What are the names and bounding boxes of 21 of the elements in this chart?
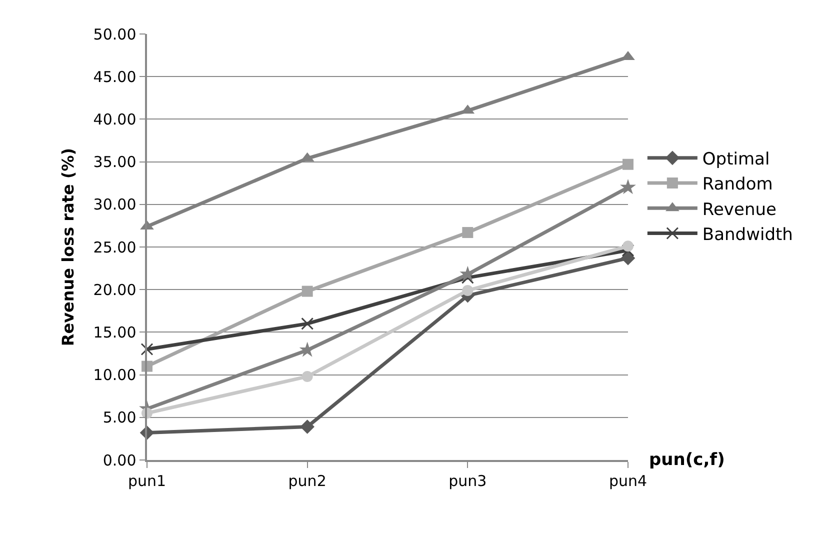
y-tick-label: 50.00 xyxy=(93,25,136,44)
y-tick-label: 25.00 xyxy=(93,238,136,256)
x-tick-label: pun4 xyxy=(608,472,648,490)
y-tick-label: 10.00 xyxy=(93,366,136,384)
x-tick-label: pun3 xyxy=(448,472,487,490)
y-tick-label: 30.00 xyxy=(93,196,136,214)
y-tick-label: 5.00 xyxy=(102,408,136,427)
y-tick-label: 15.00 xyxy=(93,323,136,342)
legend-label: Random xyxy=(702,174,773,195)
x-axis-title: pun(c,f) xyxy=(649,450,725,470)
x-tick-label: pun2 xyxy=(288,472,326,490)
y-tick-label: 45.00 xyxy=(93,68,136,86)
y-tick-label: 20.00 xyxy=(93,280,136,299)
y-tick-label: 40.00 xyxy=(93,110,136,128)
legend-label: Optimal xyxy=(702,150,770,170)
legend-label: Revenue xyxy=(702,200,776,220)
y-tick-label: 35.00 xyxy=(93,153,136,172)
legend-label: Bandwidth xyxy=(702,224,793,245)
x-tick-label: pun1 xyxy=(128,472,166,490)
y-tick-label: 0.00 xyxy=(102,451,136,470)
y-axis-title: Revenue loss rate (%) xyxy=(58,148,78,346)
